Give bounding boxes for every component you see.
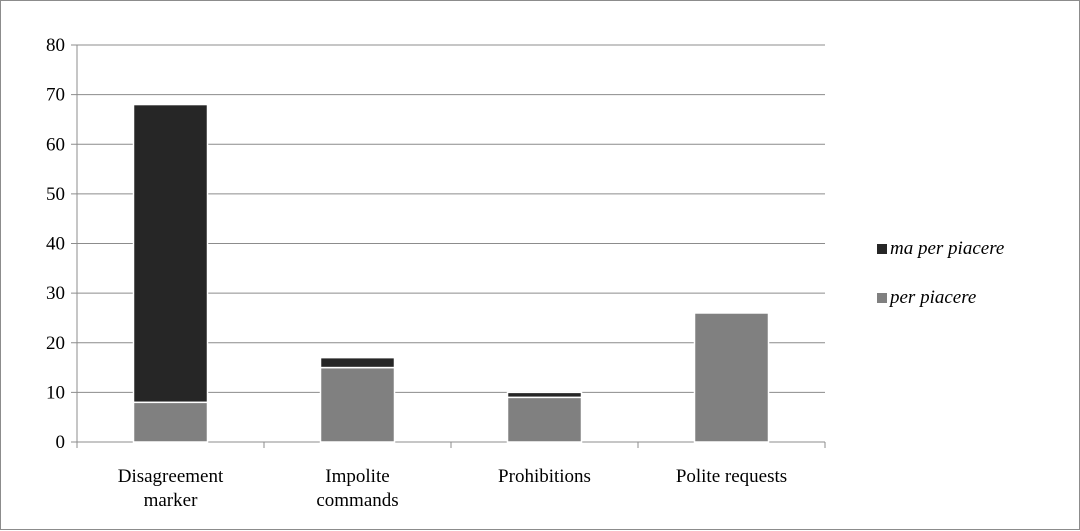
bar-segment — [132, 103, 209, 404]
legend-swatch — [877, 293, 887, 303]
y-tick-label: 0 — [56, 432, 66, 453]
legend-label: ma per piacere — [890, 238, 1004, 259]
x-category-label: commands — [316, 490, 398, 511]
bars — [132, 103, 770, 443]
x-category-label: Polite requests — [676, 466, 787, 487]
y-tick-label: 40 — [46, 234, 65, 255]
y-tick-label: 50 — [46, 184, 65, 205]
x-category-label: Impolite — [325, 466, 389, 487]
legend-swatch — [877, 244, 887, 254]
y-tick-label: 30 — [46, 283, 65, 304]
bar-segment — [319, 356, 396, 369]
y-tick-label: 70 — [46, 85, 65, 106]
legend: ma per piacere per piacere — [877, 238, 1004, 308]
y-tick-label: 10 — [46, 382, 65, 403]
bar-segment — [693, 312, 770, 443]
x-category-label: marker — [144, 490, 198, 511]
bar-segment — [506, 396, 583, 443]
y-tick-label: 80 — [46, 35, 65, 56]
y-tick-label: 20 — [46, 333, 65, 354]
x-category-label: Prohibitions — [498, 466, 591, 487]
bar-segment — [319, 366, 396, 443]
y-tick-label: 60 — [46, 134, 65, 155]
axis-labels: 0 10 20 30 40 50 60 70 80 Disagreement marker Impol… — [46, 35, 787, 511]
x-category-label: Disagreement — [118, 466, 224, 487]
bar-segment — [132, 401, 209, 443]
bar-segment — [506, 391, 583, 399]
legend-label: per piacere — [888, 287, 976, 308]
